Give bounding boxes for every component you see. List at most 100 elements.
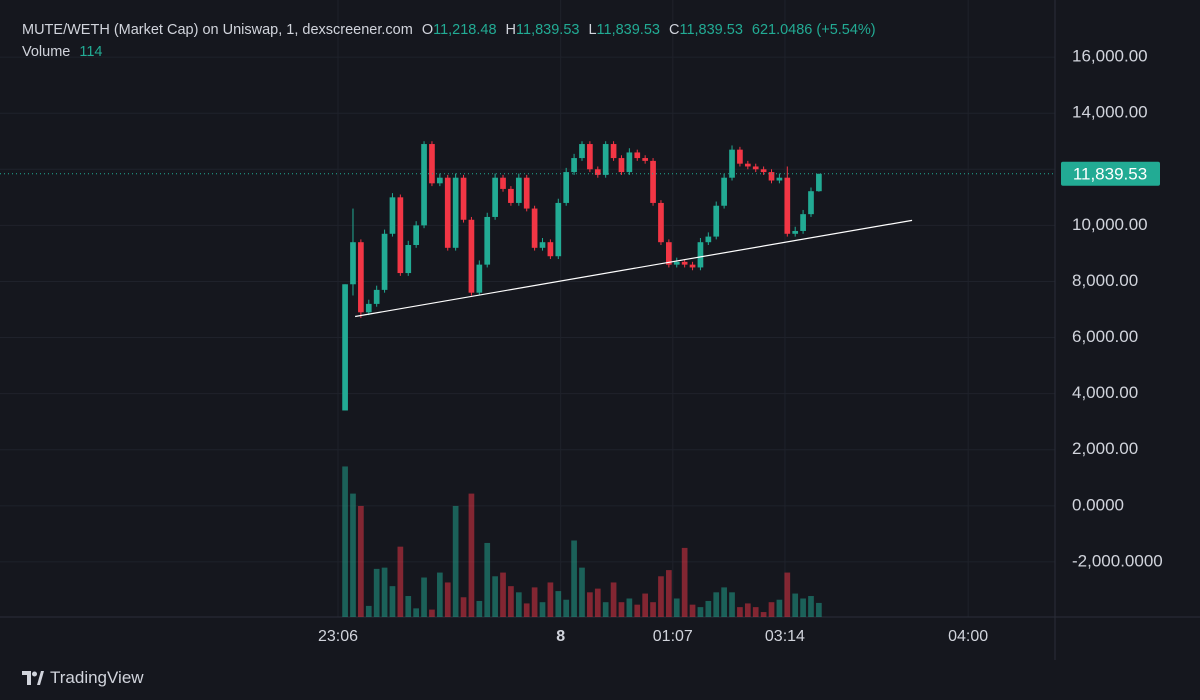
volume-bar (594, 588, 601, 617)
volume-bar (547, 582, 554, 617)
volume-bar (626, 598, 633, 617)
candle-body (484, 216, 491, 265)
volume-bar (808, 596, 814, 617)
candle-body (776, 177, 783, 181)
volume-bar (531, 587, 538, 617)
candle-body (760, 169, 767, 173)
volume-bar (523, 603, 530, 617)
candle-body (531, 208, 538, 248)
volume-bar (792, 593, 799, 617)
volume-bar (816, 602, 822, 617)
volume-value: 114 (79, 44, 103, 60)
volume-bar (666, 570, 672, 617)
ohlc-value: 11,839.53 (596, 22, 660, 38)
volume-bar (705, 600, 712, 617)
volume-bar (484, 542, 491, 617)
candle-body (381, 233, 388, 290)
volume-bar (776, 599, 783, 617)
volume-bar (634, 604, 641, 617)
candle-body (421, 144, 427, 226)
volume-bar (571, 540, 577, 617)
candle-body (634, 152, 641, 159)
last-price-label: 11,839.53 (1073, 164, 1147, 183)
volume-bar (444, 582, 451, 617)
candle-body (555, 202, 562, 257)
volume-bar (673, 598, 680, 617)
volume-bar (492, 576, 498, 617)
ohlc-label: H (505, 22, 517, 38)
volume-bar (618, 602, 625, 617)
candle-body (816, 173, 822, 192)
volume-bar (563, 599, 570, 617)
candle-body (508, 188, 514, 203)
candle-body (515, 177, 522, 203)
candle-body (666, 242, 672, 265)
candle-body (579, 144, 585, 159)
candle-body (689, 264, 696, 268)
candle-body (468, 219, 475, 293)
volume-bar (729, 592, 735, 617)
candle-body (571, 158, 577, 173)
candle-body (737, 149, 743, 164)
volume-bar (768, 602, 775, 617)
candle-body (476, 264, 483, 293)
candle-body (500, 177, 506, 189)
volume-bar (437, 572, 443, 617)
volume-bar (405, 596, 412, 617)
candle-body (602, 144, 609, 175)
candle-body (437, 177, 443, 184)
volume-bar (602, 602, 609, 617)
volume-bar (460, 597, 467, 617)
candle-body (792, 230, 799, 234)
volume-bar (689, 604, 696, 617)
candle-body (673, 261, 680, 265)
last-price-box (1061, 161, 1160, 186)
volume-bar (358, 505, 364, 617)
volume-bar (381, 567, 388, 617)
candle-body (650, 160, 656, 203)
x-tick-label: 23:06 (318, 628, 358, 645)
volume-label: Volume (22, 44, 71, 60)
y-tick-label: 4,000.00 (1072, 383, 1138, 402)
candle-body (405, 245, 412, 274)
x-tick-label: 8 (556, 628, 565, 645)
candle-body (444, 177, 451, 248)
volume-bar (752, 607, 759, 617)
candle-body (389, 197, 396, 234)
volume-bar (658, 576, 664, 617)
candle-body (784, 177, 791, 234)
candle-body (413, 225, 419, 246)
volume-bar (421, 577, 427, 617)
y-tick-label: 6,000.00 (1072, 327, 1138, 346)
symbol: MUTE/WETH (Market Cap) on Uniswap, 1, de… (22, 22, 413, 38)
candle-body (563, 172, 570, 203)
volume-bar (397, 546, 404, 617)
volume-bar (342, 466, 348, 617)
ohlc-value: 11,839.53 (679, 22, 743, 38)
volume-bar (610, 582, 617, 617)
volume-bar (476, 600, 483, 617)
candle-body (681, 261, 688, 265)
candle-body (705, 236, 712, 243)
volume-bar (500, 572, 506, 617)
candle-body (365, 303, 372, 313)
volume-bar (587, 592, 593, 617)
candle-body (587, 144, 593, 170)
candle-body (397, 197, 404, 274)
candle-body (492, 177, 498, 217)
candle-body (642, 158, 649, 161)
candle-body (429, 144, 435, 184)
volume-bar (681, 547, 688, 617)
candle-body (658, 202, 664, 243)
volume-bar (508, 586, 514, 617)
ohlc-label: O (421, 22, 434, 38)
candle-body (626, 152, 633, 173)
y-tick-label: -2,000.0000 (1072, 551, 1163, 570)
volume-bar (555, 591, 562, 617)
candle-body (697, 242, 704, 268)
footer: TradingView (22, 668, 144, 688)
y-tick-label: 14,000.00 (1072, 103, 1148, 122)
candle-body (610, 144, 617, 159)
ohlc-label: L (588, 22, 597, 38)
